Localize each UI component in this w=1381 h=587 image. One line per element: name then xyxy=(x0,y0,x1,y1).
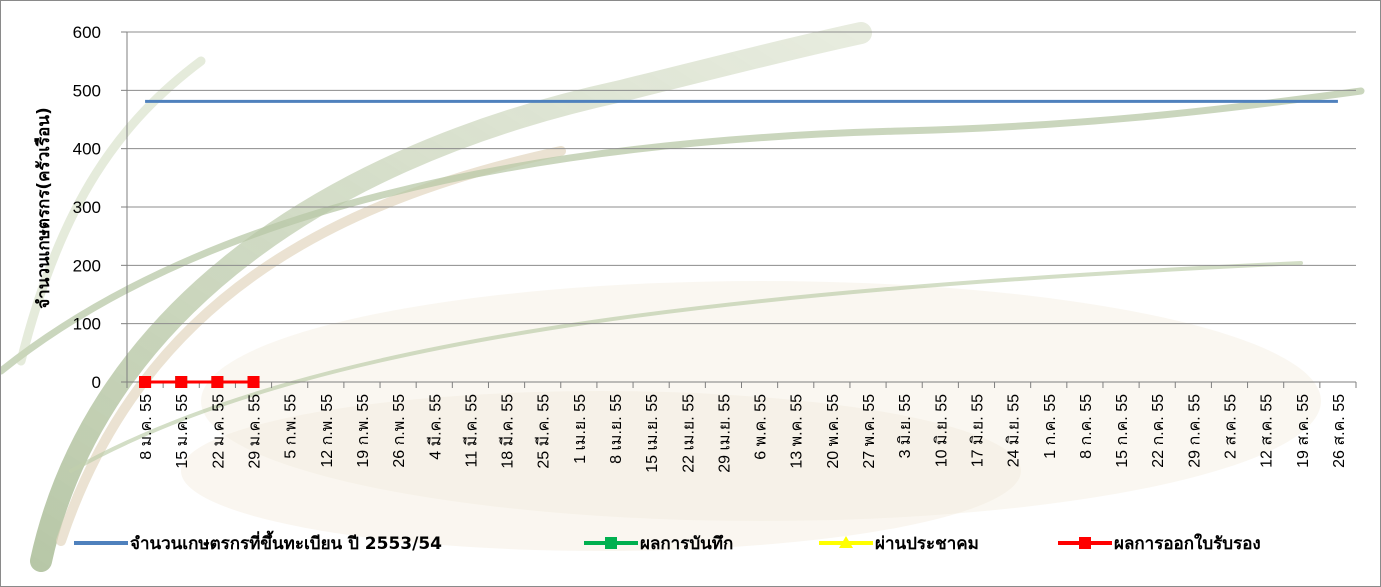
x-tick-label: 12 ส.ค. 55 xyxy=(1259,394,1276,468)
legend-label: ผลการออกใบรับรอง xyxy=(1114,533,1261,554)
gridlines xyxy=(127,31,1356,325)
x-tick-label: 4 มี.ค. 55 xyxy=(426,394,444,460)
legend: จำนวนเกษตรกรที่ขึ้นทะเบียน ปี 2553/54 ผลก… xyxy=(74,530,1261,554)
legend-marker xyxy=(605,537,617,549)
x-tick-labels: 8 ม.ค. 55 15 ม.ค. 55 22 ม.ค. 55 29 ม.ค. 55 5… xyxy=(138,394,1348,473)
legend-label: จำนวนเกษตรกรที่ขึ้นทะเบียน ปี 2553/54 xyxy=(130,530,442,554)
x-tick-label: 1 เม.ย. 55 xyxy=(572,394,589,464)
x-tick-label: 15 ม.ค. 55 xyxy=(174,394,191,469)
x-tick-label: 6 พ.ค. 55 xyxy=(753,394,770,460)
legend-marker xyxy=(839,536,853,548)
x-tick-label: 10 มิ.ย. 55 xyxy=(933,394,950,467)
legend-marker xyxy=(1079,537,1091,549)
y-tick-label: 400 xyxy=(73,140,101,159)
rice-background-image xyxy=(1,22,1365,572)
axes xyxy=(121,31,1357,388)
x-tick-label: 18 มี.ค. 55 xyxy=(499,394,517,469)
x-tick-label: 19 ส.ค. 55 xyxy=(1295,394,1312,468)
x-tick-label: 26 ส.ค. 55 xyxy=(1331,394,1348,468)
legend-label: ผลการบันทึก xyxy=(640,534,733,554)
x-tick-label: 13 พ.ค. 55 xyxy=(789,394,806,469)
x-tick-label: 11 มี.ค. 55 xyxy=(462,394,480,468)
x-tick-label: 17 มิ.ย. 55 xyxy=(969,394,986,467)
x-tick-label: 19 ก.พ. 55 xyxy=(355,394,372,468)
data-point xyxy=(139,376,152,388)
data-point xyxy=(211,376,224,388)
x-tick-label: 26 ก.พ. 55 xyxy=(391,394,408,468)
x-tick-label: 2 ส.ค. 55 xyxy=(1222,394,1239,459)
series-layer xyxy=(139,99,1338,388)
y-tick-label: 600 xyxy=(73,23,101,42)
x-tick-label: 3 มิ.ย. 55 xyxy=(897,394,914,459)
x-tick-label: 22 เม.ย. 55 xyxy=(680,394,697,473)
x-tick-label: 22 ก.ค. 55 xyxy=(1150,394,1167,468)
legend-item-3: ผ่านประชาคม xyxy=(819,534,979,554)
x-tick-label: 12 ก.พ. 55 xyxy=(319,394,336,468)
legend-item-4: ผลการออกใบรับรอง xyxy=(1058,533,1261,554)
x-tick-label: 20 พ.ค. 55 xyxy=(825,394,842,469)
series-4 xyxy=(139,376,260,388)
y-tick-label: 500 xyxy=(73,81,101,100)
x-tick-label: 27 พ.ค. 55 xyxy=(861,394,878,469)
y-tick-label: 0 xyxy=(92,373,101,392)
x-tick-label: 1 ก.ค. 55 xyxy=(1042,394,1059,459)
x-tick-label: 8 เม.ย. 55 xyxy=(608,394,625,464)
y-tick-label: 100 xyxy=(73,315,101,334)
x-tick-label: 15 ก.ค. 55 xyxy=(1114,394,1131,468)
y-axis-label: จำนวนเกษตรกร(ครัวเรือน) xyxy=(33,107,54,309)
x-tick-label: 22 ม.ค. 55 xyxy=(210,394,227,469)
legend-label: ผ่านประชาคม xyxy=(875,534,979,554)
x-tick-label: 8 ม.ค. 55 xyxy=(138,394,155,460)
data-point xyxy=(175,376,188,388)
legend-item-1: จำนวนเกษตรกรที่ขึ้นทะเบียน ปี 2553/54 xyxy=(74,530,442,554)
x-tick-label: 29 เม.ย. 55 xyxy=(716,394,733,473)
data-point xyxy=(247,376,260,388)
x-tick-label: 25 มี.ค. 55 xyxy=(535,394,553,469)
x-tick-label: 5 ก.พ. 55 xyxy=(283,394,300,459)
x-tick-label: 29 ม.ค. 55 xyxy=(247,394,264,469)
x-tick-label: 8 ก.ค. 55 xyxy=(1078,394,1095,459)
y-tick-label: 200 xyxy=(73,256,101,275)
x-tick-label: 29 ก.ค. 55 xyxy=(1186,394,1203,468)
x-tick-label: 24 มิ.ย. 55 xyxy=(1006,394,1023,467)
x-tick-label: 15 เม.ย. 55 xyxy=(644,394,661,473)
y-tick-labels: 0 100 200 300 400 500 600 xyxy=(73,23,101,392)
y-tick-label: 300 xyxy=(73,198,101,217)
legend-item-2: ผลการบันทึก xyxy=(584,534,733,554)
